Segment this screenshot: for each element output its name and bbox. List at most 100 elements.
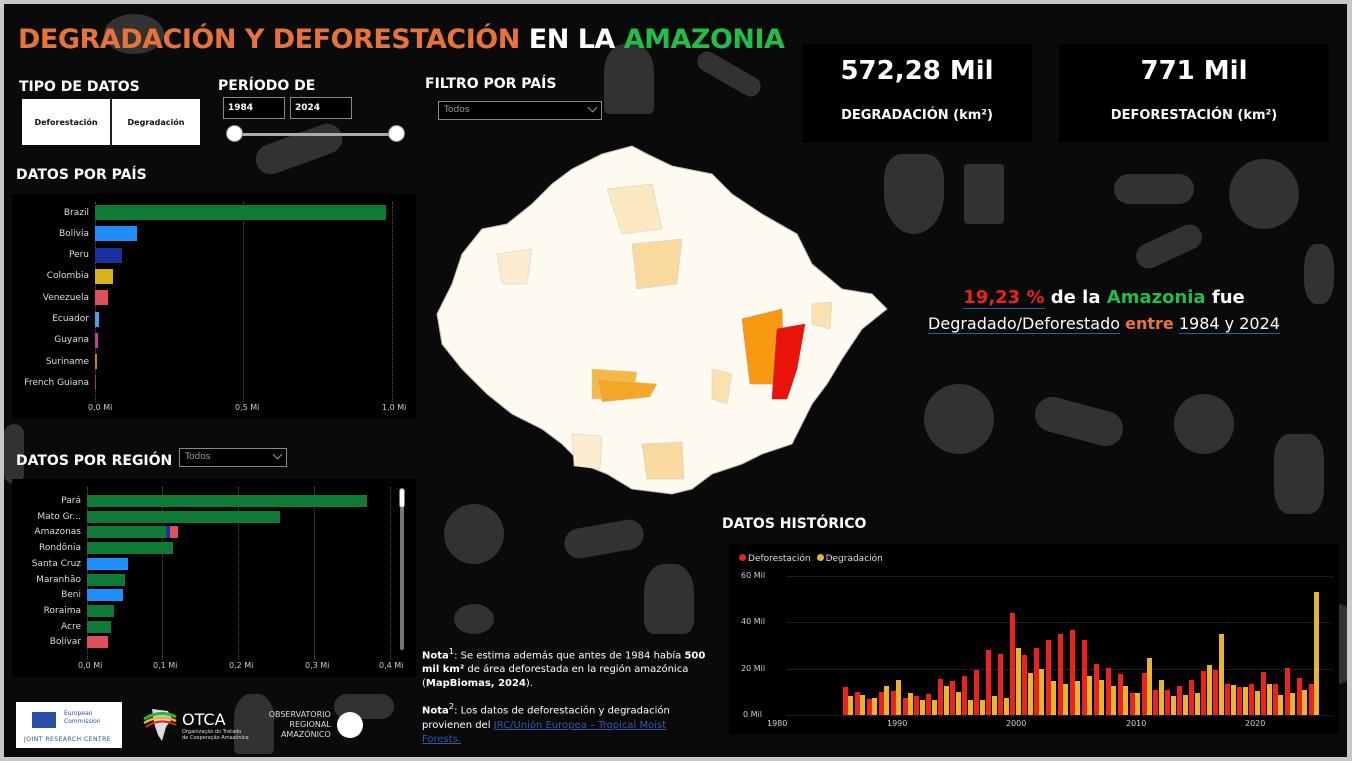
deforestation-bar[interactable]: [1261, 672, 1266, 715]
deforestation-bar[interactable]: [1153, 689, 1159, 715]
region-bar[interactable]: [87, 636, 109, 649]
deforestation-bar[interactable]: [1249, 683, 1255, 715]
deforestation-bar[interactable]: [1296, 677, 1302, 715]
start-year-input[interactable]: 1984: [223, 97, 285, 119]
country-bar-row[interactable]: Peru: [12, 247, 122, 263]
deforestation-bar[interactable]: [950, 681, 956, 715]
country-filter-dropdown[interactable]: Todos: [438, 101, 602, 120]
country-bar[interactable]: [95, 205, 387, 220]
region-bar-row[interactable]: Maranhão: [12, 573, 125, 586]
region-bar-row[interactable]: Roraima: [12, 604, 115, 617]
country-bar-row[interactable]: Ecuador: [12, 311, 99, 327]
degradation-bar[interactable]: [1051, 681, 1057, 715]
degradation-bar[interactable]: [1075, 681, 1081, 715]
region-bar[interactable]: [87, 573, 125, 586]
region-bar-row[interactable]: Beni: [12, 589, 124, 602]
region-bar[interactable]: [87, 557, 128, 570]
degradation-bar[interactable]: [860, 695, 866, 715]
region-bar-row[interactable]: Santa Cruz: [12, 557, 128, 570]
degradation-bar[interactable]: [1266, 683, 1272, 715]
degradation-bar[interactable]: [1254, 690, 1260, 715]
degradation-bar[interactable]: [955, 691, 961, 715]
region-filter-dropdown[interactable]: Todos: [179, 448, 287, 467]
region-bar[interactable]: [87, 542, 173, 555]
deforestation-bar[interactable]: [962, 675, 968, 715]
degradation-bar[interactable]: [1242, 687, 1248, 715]
country-bar[interactable]: [95, 354, 98, 370]
country-bar[interactable]: [95, 375, 96, 391]
deforestation-bar[interactable]: [890, 690, 896, 715]
deforestation-bar[interactable]: [986, 650, 992, 715]
country-bar[interactable]: [95, 226, 137, 242]
country-bar-row[interactable]: French Guiana: [12, 375, 96, 391]
degradation-bar[interactable]: [1099, 680, 1105, 715]
degradation-bar[interactable]: [1063, 683, 1069, 715]
region-bar[interactable]: [87, 510, 281, 523]
country-bar-row[interactable]: Venezuela: [12, 290, 109, 306]
legend-degradacion[interactable]: Degradación: [816, 554, 883, 564]
degradation-bar[interactable]: [872, 697, 878, 715]
deforestation-bar[interactable]: [1272, 683, 1278, 715]
country-bar[interactable]: [95, 247, 122, 263]
degradation-bar[interactable]: [1111, 686, 1117, 715]
deforestation-bar[interactable]: [902, 697, 908, 715]
period-slider-track[interactable]: [236, 133, 398, 136]
deforestation-bar[interactable]: [1141, 673, 1147, 715]
deforestation-bar[interactable]: [1033, 647, 1039, 715]
degradation-bar[interactable]: [1158, 680, 1164, 715]
deforestacion-button[interactable]: Deforestación: [22, 99, 112, 145]
deforestation-bar[interactable]: [1284, 667, 1290, 715]
period-slider-end-handle[interactable]: [388, 125, 405, 142]
deforestation-bar[interactable]: [878, 691, 884, 715]
country-bar-row[interactable]: Colombia: [12, 268, 113, 284]
deforestation-bar[interactable]: [1308, 683, 1314, 715]
degradation-bar[interactable]: [1290, 693, 1296, 715]
country-bar[interactable]: [95, 268, 113, 284]
degradacion-button[interactable]: Degradación: [127, 117, 185, 127]
degradation-bar[interactable]: [1194, 693, 1200, 715]
country-bar-row[interactable]: Guyana: [12, 332, 98, 348]
region-bar-row[interactable]: Amazonas: [12, 526, 178, 539]
deforestation-bar[interactable]: [854, 691, 860, 715]
degradation-bar[interactable]: [1147, 658, 1152, 715]
degradation-bar[interactable]: [896, 680, 902, 715]
degradation-bar[interactable]: [931, 699, 937, 715]
degradation-bar[interactable]: [884, 686, 890, 715]
degradation-bar[interactable]: [1039, 668, 1045, 715]
degradation-bar[interactable]: [1135, 693, 1141, 715]
degradation-bar[interactable]: [991, 696, 997, 715]
region-scrollbar-thumb[interactable]: [399, 488, 405, 508]
deforestation-bar[interactable]: [1069, 630, 1075, 715]
degradation-bar[interactable]: [1206, 665, 1212, 715]
degradation-bar[interactable]: [1003, 697, 1009, 715]
deforestation-bar[interactable]: [914, 696, 920, 715]
degradation-bar[interactable]: [1182, 695, 1188, 715]
deforestation-bar[interactable]: [974, 669, 980, 715]
degradation-bar[interactable]: [908, 693, 913, 715]
deforestation-bar[interactable]: [1189, 680, 1195, 715]
deforestation-bar[interactable]: [938, 679, 944, 715]
degradation-bar[interactable]: [943, 686, 949, 715]
region-bar[interactable]: [87, 589, 124, 602]
region-bar[interactable]: [87, 604, 115, 617]
deforestation-bar[interactable]: [1045, 639, 1051, 715]
degradation-bar[interactable]: [1218, 633, 1224, 715]
deforestation-bar[interactable]: [998, 653, 1004, 715]
region-bar-row[interactable]: Mato Gr...: [12, 510, 281, 523]
degradation-bar[interactable]: [979, 699, 985, 715]
deforestation-bar[interactable]: [842, 687, 848, 715]
end-year-input[interactable]: 2024: [290, 97, 352, 119]
region-bar-row[interactable]: Pará: [12, 495, 368, 507]
country-bar-row[interactable]: Bolivia: [12, 226, 137, 242]
deforestation-bar[interactable]: [1081, 639, 1087, 715]
region-bar-row[interactable]: Bolívar: [12, 636, 109, 649]
deforestation-bar[interactable]: [1225, 683, 1231, 715]
region-bar-segment[interactable]: [170, 526, 178, 539]
region-bar-row[interactable]: Rondônia: [12, 542, 173, 555]
deforestation-bar[interactable]: [1201, 670, 1207, 715]
legend-deforestacion[interactable]: Deforestación: [739, 554, 811, 564]
region-bar[interactable]: [87, 620, 112, 633]
jrc-source-link[interactable]: JRC/Unión Europea – Tropical Moist Fores…: [422, 719, 667, 745]
deforestation-bar[interactable]: [1129, 693, 1135, 715]
deforestation-bar[interactable]: [1010, 613, 1016, 715]
